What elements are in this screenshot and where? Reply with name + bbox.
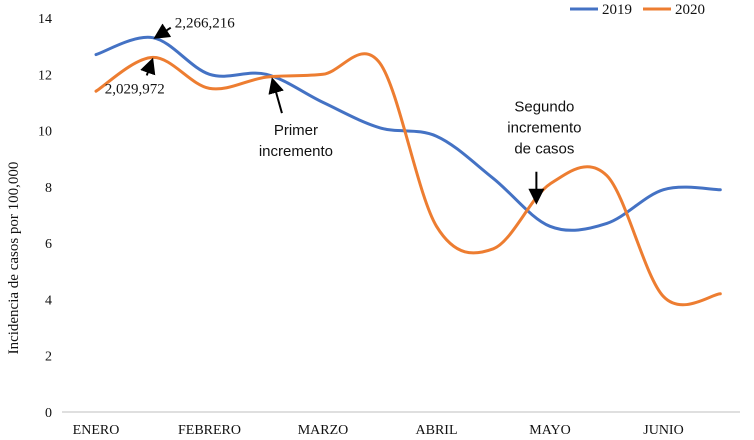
- y-tick-label: 14: [38, 12, 52, 27]
- series-line-2020: [94, 52, 722, 307]
- y-tick-label: 12: [38, 68, 52, 83]
- legend-label-2019: 2019: [602, 2, 632, 18]
- legend: 2019 2020: [570, 2, 705, 18]
- annotation-arrow: [268, 77, 284, 114]
- y-axis-label: Incidencia de casos por 100,000: [6, 162, 22, 355]
- annotation-primer-incremento: Primer: [274, 122, 318, 139]
- annotation-segundo-incremento: Segundo: [514, 99, 574, 116]
- y-tick-label: 8: [45, 181, 52, 196]
- x-tick-label: MARZO: [298, 423, 349, 438]
- y-tick-label: 2: [45, 350, 52, 365]
- annotation-segundo-incremento: incremento: [507, 120, 581, 137]
- annotation-arrow: [140, 57, 156, 76]
- annotation-arrow: [153, 23, 172, 39]
- y-axis-ticks: 0 2 4 6 8 10 12 14: [38, 12, 52, 421]
- series-line-2019: [94, 35, 722, 232]
- x-tick-label: MAYO: [529, 423, 571, 438]
- annotation-segundo-incremento: de casos: [514, 141, 574, 158]
- x-tick-label: FEBRERO: [178, 423, 241, 438]
- x-tick-label: JUNIO: [643, 423, 683, 438]
- annotations: 2,266,216 2,029,972 Primer incremento Segund…: [105, 16, 581, 205]
- y-tick-label: 10: [38, 125, 52, 140]
- x-tick-label: ABRIL: [416, 423, 458, 438]
- y-tick-label: 6: [45, 237, 52, 252]
- x-tick-label: ENERO: [73, 423, 120, 438]
- annotation-2020-peak: 2,029,972: [105, 81, 165, 97]
- y-tick-label: 0: [45, 406, 52, 421]
- annotation-2019-peak: 2,266,216: [175, 16, 236, 32]
- series-lines: [94, 35, 722, 307]
- y-tick-label: 4: [45, 293, 52, 308]
- x-axis-ticks: ENERO FEBRERO MARZO ABRIL MAYO JUNIO: [73, 423, 684, 438]
- legend-label-2020: 2020: [675, 2, 705, 18]
- annotation-primer-incremento: incremento: [259, 143, 333, 160]
